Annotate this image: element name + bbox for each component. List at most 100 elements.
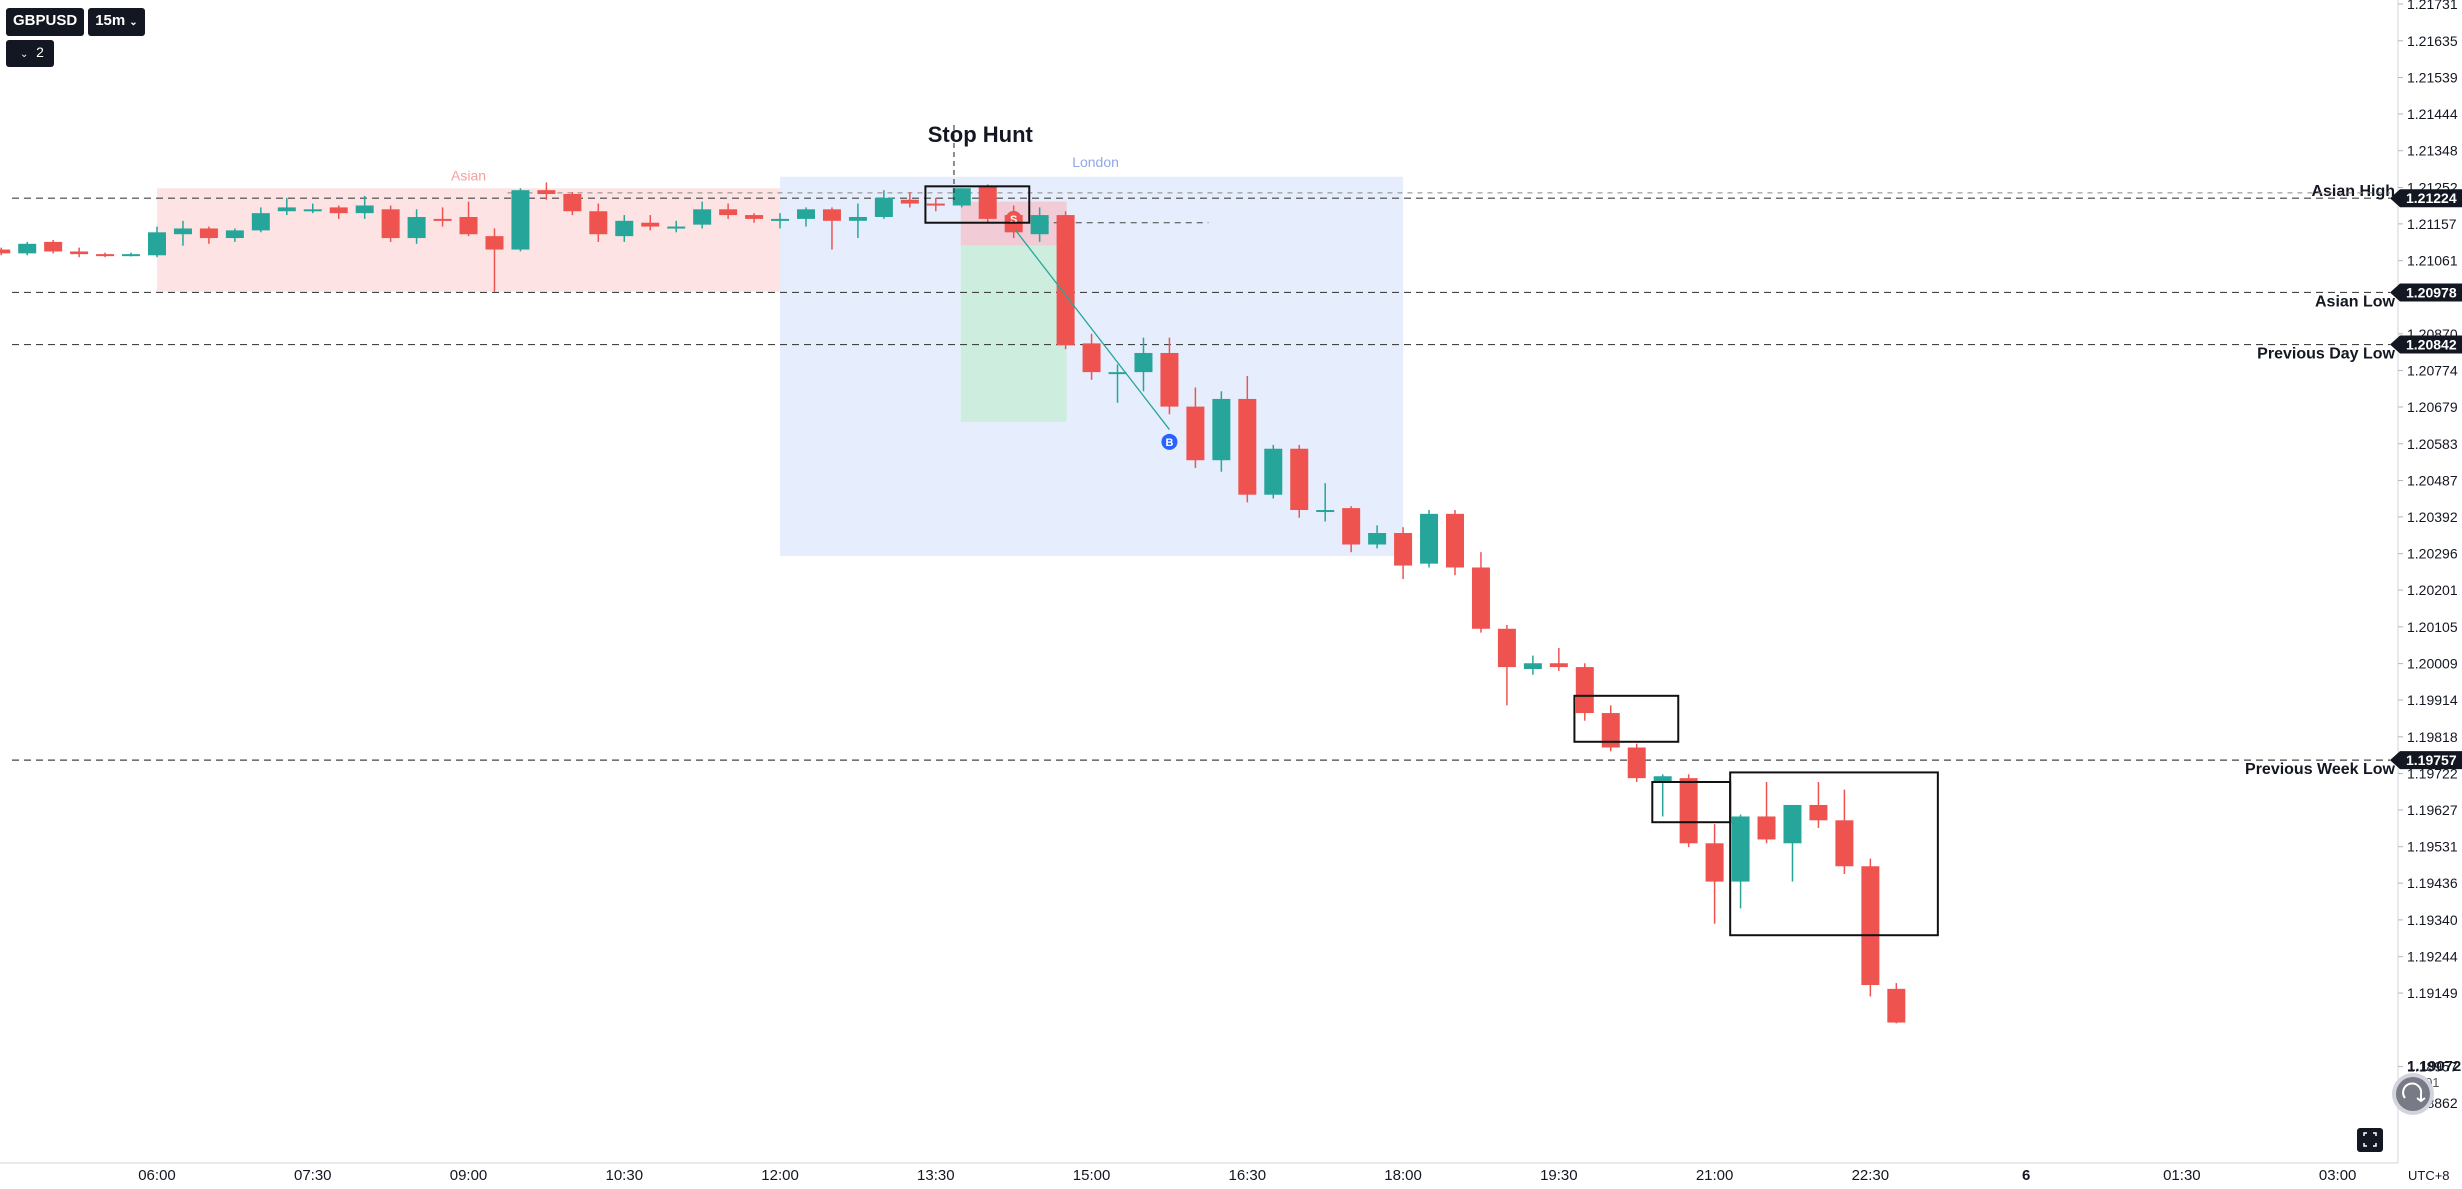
candle-body [355,205,374,214]
price-tick-label: 1.19436 [2407,875,2458,891]
candle-body [122,254,141,257]
price-tick-label: 1.21539 [2407,70,2458,86]
candle-body [1186,406,1205,461]
buy-marker-label: B [1165,437,1173,449]
time-tick-label: 19:30 [1540,1167,1578,1184]
level-label: Previous Day Low [2257,346,2395,363]
range-box-3[interactable] [1729,771,1939,937]
candle-body [1497,628,1516,668]
candle-body [251,213,270,231]
price-tick-label: 1.20583 [2407,436,2458,452]
candle-body [1316,510,1335,513]
candle-body [719,209,738,216]
price-tick-label: 1.20487 [2407,473,2458,489]
candle-body [563,193,582,212]
level-price-tag [2390,335,2462,354]
candle-body [822,209,841,221]
candle-body [745,215,764,219]
candle-body [173,228,192,235]
price-tick-label: 1.21157 [2407,216,2457,232]
candle-body [1160,352,1179,407]
symbol-button[interactable]: GBPUSD [6,8,85,36]
candle-body [693,209,712,225]
candle-body [1420,513,1439,564]
buy-marker[interactable] [1161,433,1178,450]
time-tick-label: 06:00 [138,1167,176,1184]
candle-body [459,216,478,235]
candle-body [329,207,348,214]
layers-toggle-button[interactable]: ⌄ 2 [6,40,54,67]
candle-body [1342,508,1361,545]
price-tick-label: 1.19818 [2407,729,2458,745]
time-tick-label: 09:00 [450,1167,488,1184]
layers-icon: ⌄ [20,49,29,60]
price-tick-label: 1.20296 [2407,546,2458,562]
price-tick-label: 1.19722 [2407,766,2458,782]
candle-body [1575,667,1594,714]
price-tick-label: 1.21635 [2407,33,2458,49]
candle-body [1887,988,1906,1023]
time-tick-label: 16:30 [1229,1167,1267,1184]
price-tick-label: 1.20679 [2407,399,2458,415]
candle-body [1212,398,1231,461]
candle-body [433,218,452,221]
candle-body [1731,816,1750,882]
price-tick-label: 1.20774 [2407,363,2458,379]
level-price-tag-label: 1.19757 [2406,752,2457,768]
range-box-1[interactable] [1573,694,1680,743]
candle-body [1601,713,1620,748]
price-tick-label: 1.20009 [2407,656,2458,672]
time-tick-label: 01:30 [2163,1167,2201,1184]
price-tick-label: 1.19914 [2407,692,2458,708]
interval-button[interactable]: 15m ⌄ [88,8,145,36]
candle-body [1238,398,1257,495]
candle-body [1446,513,1464,568]
screenshot-button[interactable] [2357,1128,2383,1152]
level-price-tag-label: 1.21224 [2406,190,2457,206]
candle-body [1809,804,1828,821]
candle-body [952,188,971,206]
candle-body [0,249,11,254]
time-tick-label: 07:30 [294,1167,332,1184]
price-tick-label: 1.18957 [2407,1059,2458,1075]
candle-body [511,190,530,250]
candle-body [848,216,867,221]
candle-body [771,218,790,221]
candle-body [641,222,660,227]
candle-body [148,232,166,256]
candle-body [1783,804,1802,844]
sell-marker-label: S [1010,214,1017,226]
screenshot-icon [2363,1132,2377,1147]
level-price-tag [2390,189,2462,208]
candle-body [1471,567,1490,629]
price-tick-label: 1.19244 [2407,949,2458,965]
candle-body [1394,533,1413,566]
chevron-down-icon: ⌄ [129,17,138,28]
reset-chart-button[interactable] [2392,1073,2434,1115]
level-label: Asian High [2311,183,2395,200]
time-tick-label: 22:30 [1852,1167,1890,1184]
candle-body [900,199,919,204]
candle-body [1108,372,1127,375]
candle-body [1030,215,1049,235]
stop-hunt-box[interactable] [924,185,1031,224]
candle-body [199,228,218,239]
candle-body [1835,820,1854,867]
candle-body [978,186,997,219]
level-price-tag-label: 1.20978 [2406,284,2457,300]
chart-toolbar: GBPUSD 15m ⌄ [6,8,145,36]
reset-button-inner [2396,1077,2430,1111]
candle-body [96,254,115,257]
candle-body [667,226,686,229]
level-label: Previous Week Low [2245,761,2396,778]
last-price-label: 1.19072 [2407,1058,2461,1075]
timezone-label: UTC+8 [2408,1168,2450,1183]
screenshot-button-bg [2357,1128,2383,1152]
candle-body [381,209,400,239]
candle-body [797,209,815,219]
time-tick-label: 15:00 [1073,1167,1111,1184]
layers-count: 2 [36,44,44,60]
candle-body [18,243,37,254]
candle-body [277,207,296,212]
